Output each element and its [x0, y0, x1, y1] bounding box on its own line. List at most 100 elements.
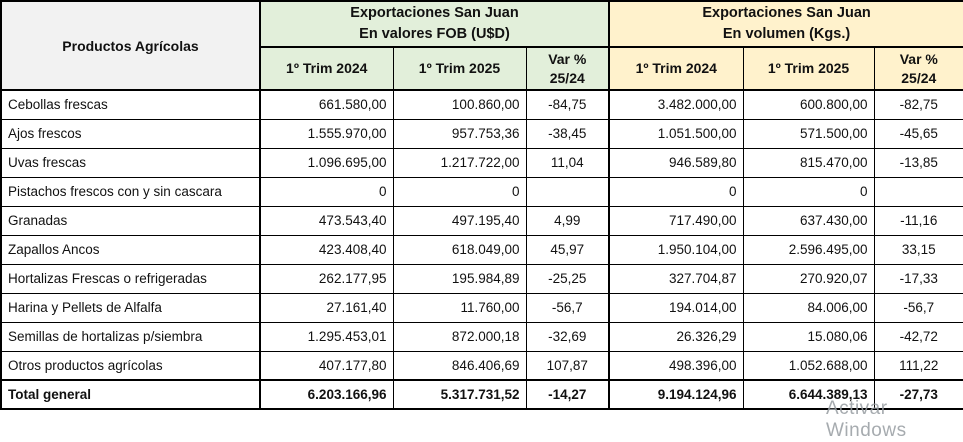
total-row: Total general 6.203.166,96 5.317.731,52 … — [0, 379, 963, 410]
total-vol-2024-cell[interactable]: 9.194.124,96 — [608, 379, 744, 410]
table-row: Hortalizas Frescas o refrigeradas 262.17… — [0, 263, 963, 294]
fob-2025-cell[interactable]: 846.406,69 — [392, 350, 527, 381]
exports-table: Productos Agrícolas Exportaciones San Ju… — [0, 0, 963, 410]
product-cell[interactable]: Uvas frescas — [0, 147, 261, 178]
fob-2025-cell[interactable]: 872.000,18 — [392, 321, 527, 352]
fob-2024-cell[interactable]: 423.408,40 — [259, 234, 394, 265]
vol-var-cell[interactable]: 33,15 — [873, 234, 963, 265]
vol-var-cell[interactable]: -13,85 — [873, 147, 963, 178]
total-fob-2025-cell[interactable]: 5.317.731,52 — [392, 379, 527, 410]
vol-2024-cell[interactable]: 946.589,80 — [608, 147, 744, 178]
table-row: Otros productos agrícolas 407.177,80 846… — [0, 350, 963, 381]
vol-var-cell[interactable]: -17,33 — [873, 263, 963, 294]
fob-var-cell[interactable]: 4,99 — [525, 205, 610, 236]
vol-trim-2024-header[interactable]: 1º Trim 2024 — [608, 46, 744, 91]
vol-2025-cell[interactable]: 0 — [742, 176, 875, 207]
fob-2025-cell[interactable]: 195.984,89 — [392, 263, 527, 294]
fob-2025-cell[interactable]: 11.760,00 — [392, 292, 527, 323]
vol-2025-cell[interactable]: 815.470,00 — [742, 147, 875, 178]
fob-2024-cell[interactable]: 262.177,95 — [259, 263, 394, 294]
fob-2025-cell[interactable]: 0 — [392, 176, 527, 207]
fob-2024-cell[interactable]: 1.295.453,01 — [259, 321, 394, 352]
fob-2025-cell[interactable]: 497.195,40 — [392, 205, 527, 236]
fob-var-cell[interactable]: -84,75 — [525, 89, 610, 120]
vol-var-header[interactable]: Var % 25/24 — [873, 46, 963, 91]
table-row: Uvas frescas 1.096.695,00 1.217.722,00 1… — [0, 147, 963, 178]
table-row: Ajos frescos 1.555.970,00 957.753,36 -38… — [0, 118, 963, 149]
fob-group-header[interactable]: Exportaciones San Juan En valores FOB (U… — [258, 0, 610, 48]
vol-2024-cell[interactable]: 3.482.000,00 — [608, 89, 744, 120]
fob-2024-cell[interactable]: 1.555.970,00 — [259, 118, 394, 149]
vol-2024-cell[interactable]: 717.490,00 — [608, 205, 744, 236]
table-row: Cebollas frescas 661.580,00 100.860,00 -… — [0, 89, 963, 120]
product-cell[interactable]: Semillas de hortalizas p/siembra — [0, 321, 261, 352]
fob-2025-cell[interactable]: 957.753,36 — [392, 118, 527, 149]
vol-2025-cell[interactable]: 15.080,06 — [742, 321, 875, 352]
fob-2024-cell[interactable]: 407.177,80 — [259, 350, 394, 381]
fob-2025-cell[interactable]: 100.860,00 — [392, 89, 527, 120]
total-label-cell[interactable]: Total general — [0, 379, 261, 410]
fob-var-header[interactable]: Var % 25/24 — [525, 46, 610, 91]
total-vol-2025-cell[interactable]: 6.644.389,13 — [742, 379, 875, 410]
vol-2024-cell[interactable]: 0 — [608, 176, 744, 207]
group-header-row: Productos Agrícolas Exportaciones San Ju… — [0, 0, 963, 91]
vol-var-cell[interactable]: -45,65 — [873, 118, 963, 149]
product-cell[interactable]: Harina y Pellets de Alfalfa — [0, 292, 261, 323]
sub-header-row: 1º Trim 2024 1º Trim 2025 Var % 25/24 1º… — [1, 46, 963, 91]
volume-group-header[interactable]: Exportaciones San Juan En volumen (Kgs.) — [608, 0, 963, 48]
vol-var-cell[interactable]: -11,16 — [873, 205, 963, 236]
fob-2024-cell[interactable]: 0 — [259, 176, 394, 207]
vol-2025-cell[interactable]: 84.006,00 — [742, 292, 875, 323]
vol-2024-cell[interactable]: 1.051.500,00 — [608, 118, 744, 149]
vol-var-cell[interactable]: -56,7 — [873, 292, 963, 323]
vol-2025-cell[interactable]: 600.800,00 — [742, 89, 875, 120]
total-fob-var-cell[interactable]: -14,27 — [525, 379, 610, 410]
table-row: Semillas de hortalizas p/siembra 1.295.4… — [0, 321, 963, 352]
vol-2024-cell[interactable]: 194.014,00 — [608, 292, 744, 323]
fob-trim-2024-header[interactable]: 1º Trim 2024 — [259, 46, 394, 91]
fob-2024-cell[interactable]: 1.096.695,00 — [259, 147, 394, 178]
product-column-header[interactable]: Productos Agrícolas — [0, 0, 261, 91]
table-row: Harina y Pellets de Alfalfa 27.161,40 11… — [0, 292, 963, 323]
fob-var-cell[interactable] — [525, 176, 610, 207]
fob-2024-cell[interactable]: 473.543,40 — [259, 205, 394, 236]
fob-var-cell[interactable]: -32,69 — [525, 321, 610, 352]
table-row: Pistachos frescos con y sin cascara 0 0 … — [0, 176, 963, 207]
fob-var-cell[interactable]: 11,04 — [525, 147, 610, 178]
fob-trim-2025-header[interactable]: 1º Trim 2025 — [392, 46, 527, 91]
vol-2024-cell[interactable]: 498.396,00 — [608, 350, 744, 381]
vol-2025-cell[interactable]: 2.596.495,00 — [742, 234, 875, 265]
total-fob-2024-cell[interactable]: 6.203.166,96 — [259, 379, 394, 410]
product-cell[interactable]: Zapallos Ancos — [0, 234, 261, 265]
fob-2025-cell[interactable]: 1.217.722,00 — [392, 147, 527, 178]
vol-2025-cell[interactable]: 571.500,00 — [742, 118, 875, 149]
total-vol-var-cell[interactable]: -27,73 — [873, 379, 963, 410]
product-cell[interactable]: Hortalizas Frescas o refrigeradas — [0, 263, 261, 294]
vol-var-cell[interactable]: -82,75 — [873, 89, 963, 120]
vol-var-cell[interactable] — [873, 176, 963, 207]
vol-2025-cell[interactable]: 637.430,00 — [742, 205, 875, 236]
vol-2025-cell[interactable]: 1.052.688,00 — [742, 350, 875, 381]
vol-2024-cell[interactable]: 1.950.104,00 — [608, 234, 744, 265]
table-row: Zapallos Ancos 423.408,40 618.049,00 45,… — [0, 234, 963, 265]
fob-var-cell[interactable]: -38,45 — [525, 118, 610, 149]
product-cell[interactable]: Ajos frescos — [0, 118, 261, 149]
table-row: Granadas 473.543,40 497.195,40 4,99 717.… — [0, 205, 963, 236]
vol-2024-cell[interactable]: 327.704,87 — [608, 263, 744, 294]
fob-2024-cell[interactable]: 661.580,00 — [259, 89, 394, 120]
fob-var-cell[interactable]: 107,87 — [525, 350, 610, 381]
fob-2025-cell[interactable]: 618.049,00 — [392, 234, 527, 265]
fob-2024-cell[interactable]: 27.161,40 — [259, 292, 394, 323]
fob-var-cell[interactable]: 45,97 — [525, 234, 610, 265]
vol-var-cell[interactable]: 111,22 — [873, 350, 963, 381]
vol-2024-cell[interactable]: 26.326,29 — [608, 321, 744, 352]
product-cell[interactable]: Pistachos frescos con y sin cascara — [0, 176, 261, 207]
product-cell[interactable]: Cebollas frescas — [0, 89, 261, 120]
fob-var-cell[interactable]: -56,7 — [525, 292, 610, 323]
vol-2025-cell[interactable]: 270.920,07 — [742, 263, 875, 294]
vol-trim-2025-header[interactable]: 1º Trim 2025 — [742, 46, 875, 91]
product-cell[interactable]: Otros productos agrícolas — [0, 350, 261, 381]
vol-var-cell[interactable]: -42,72 — [873, 321, 963, 352]
fob-var-cell[interactable]: -25,25 — [525, 263, 610, 294]
product-cell[interactable]: Granadas — [0, 205, 261, 236]
